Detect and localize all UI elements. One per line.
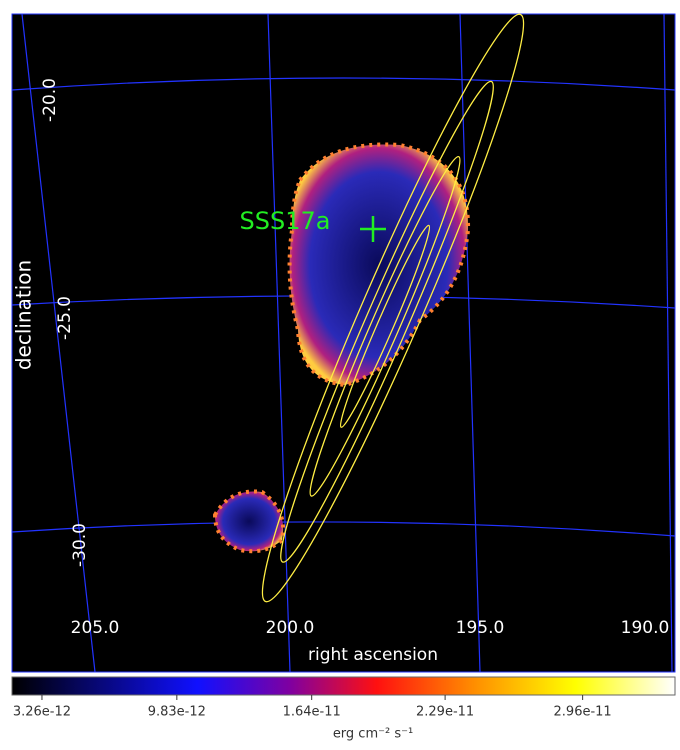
ra-tick-label: 195.0 xyxy=(456,618,505,638)
dec-tick-label: -30.0 xyxy=(70,523,90,567)
colorbar-tick-label: 3.26e-12 xyxy=(13,705,71,720)
ra-tick-label: 205.0 xyxy=(71,618,120,638)
dec-tick-label: -20.0 xyxy=(40,78,60,122)
y-axis-label: declination xyxy=(12,260,36,370)
colorbar-tick-label: 2.29e-11 xyxy=(416,705,474,720)
dec-tick-label: -25.0 xyxy=(55,296,75,340)
colorbar-tick-label: 1.64e-11 xyxy=(283,705,341,720)
colorbar-tick-label: 9.83e-12 xyxy=(148,705,206,720)
ra-tick-label: 190.0 xyxy=(621,618,670,638)
x-axis-label: right ascension xyxy=(308,645,438,665)
source-label: SSS17a xyxy=(240,207,331,235)
sky-map: SSS17a right ascension declination erg c… xyxy=(0,0,680,746)
ra-tick-label: 200.0 xyxy=(266,618,315,638)
colorbar-tick-label: 2.96e-11 xyxy=(554,705,612,720)
colorbar-label: erg cm⁻² s⁻¹ xyxy=(333,727,413,742)
colorbar xyxy=(12,677,675,695)
